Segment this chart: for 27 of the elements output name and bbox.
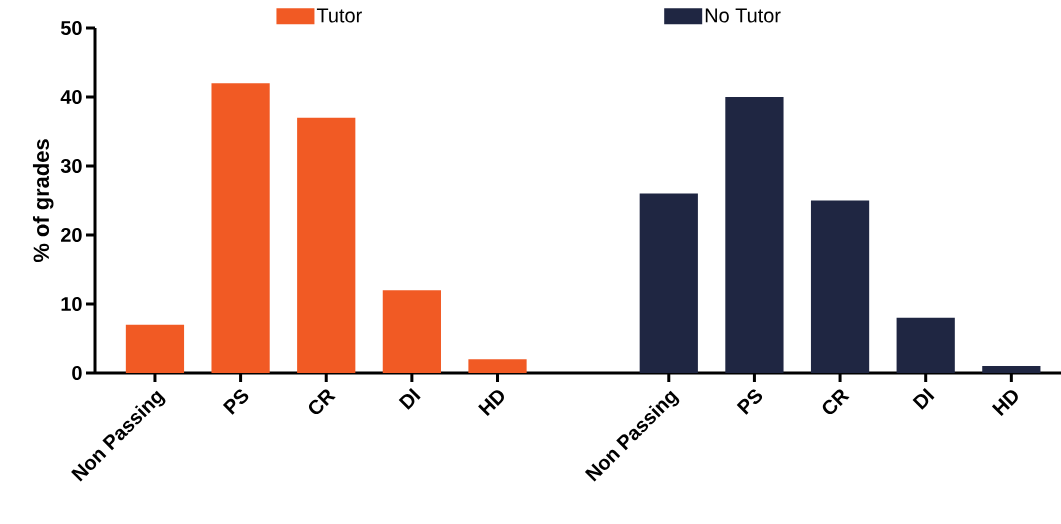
y-tick-label: 20	[61, 227, 82, 243]
bar	[725, 96, 784, 373]
bar	[639, 193, 698, 373]
bar	[125, 324, 185, 373]
y-tick-label: 50	[60, 20, 82, 36]
bar	[211, 83, 270, 373]
y-tick-label: 10	[61, 296, 82, 312]
bar	[382, 290, 441, 373]
bar	[896, 317, 955, 373]
x-tick-label: HD	[991, 390, 1018, 417]
x-tick-label: HD	[478, 390, 504, 417]
y-axis-title: % of grades	[32, 139, 54, 263]
y-tick-label: 30	[60, 158, 82, 174]
bar	[297, 117, 356, 373]
bar	[810, 200, 870, 373]
legend-label: No Tutor	[705, 8, 781, 23]
x-tick-label: DI	[912, 387, 935, 410]
x-tick-label: DI	[398, 387, 421, 410]
y-tick-label: 0	[72, 365, 82, 381]
x-tick-label: CR	[308, 389, 336, 415]
x-tick-label: PS	[736, 389, 763, 415]
legend-label: Tutor	[316, 8, 362, 23]
y-tick-label: 40	[60, 89, 82, 105]
x-tick-label: PS	[222, 389, 249, 415]
bar	[468, 359, 527, 373]
bar	[982, 366, 1041, 373]
x-tick-label: CR	[822, 389, 850, 415]
